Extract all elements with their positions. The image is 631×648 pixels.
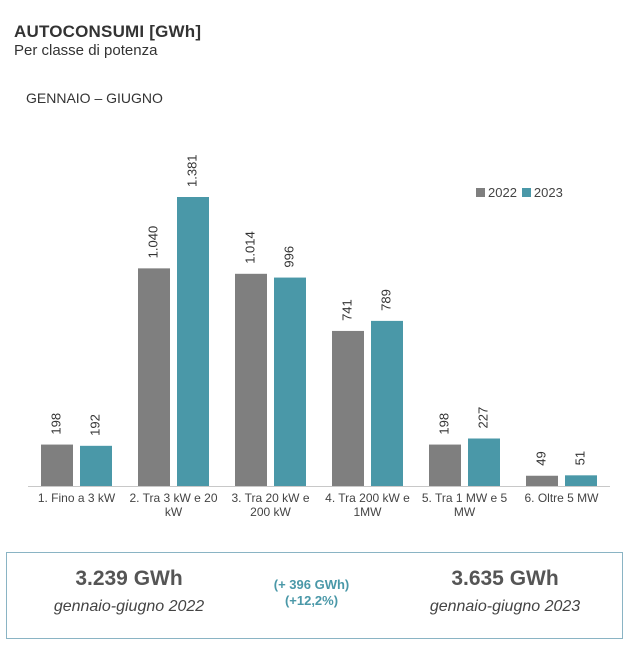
data-label-2022-2: 1.040 [145,226,160,259]
period-label: GENNAIO – GIUGNO [26,90,163,106]
bar-2023-5 [468,438,500,486]
bar-2023-1 [80,445,112,486]
category-label-2: 2. Tra 3 kW e 20 [129,491,217,505]
data-label-2022-3: 1.014 [242,231,257,264]
bar-2023-3 [274,277,306,486]
bar-2022-5 [429,444,461,486]
category-label-6: 6. Oltre 5 MW [524,491,599,505]
chart-subtitle: Per classe di potenza [14,42,158,59]
data-label-2022-5: 198 [436,413,451,435]
data-label-2023-4: 789 [378,289,393,311]
category-label-1: 1. Fino a 3 kW [38,491,116,505]
data-label-2023-6: 51 [572,451,587,465]
chart-title: AUTOCONSUMI [GWh] [14,22,202,41]
summary-delta-gwh: (+ 396 GWh) [273,577,350,592]
category-label-5: MW [454,505,476,519]
legend-item-2022: 2022 [476,185,517,200]
category-label-5: 5. Tra 1 MW e 5 [422,491,508,505]
summary-2023-label: gennaio-giugno 2023 [429,598,581,615]
category-label-4: 4. Tra 200 kW e [325,491,410,505]
summary-2022: 3.239 GWh gennaio-giugno 2022 [29,567,229,616]
bar-2022-3 [235,273,267,486]
legend-swatch-2023 [521,188,531,197]
legend-item-2023: 2023 [521,185,563,200]
data-label-2023-2: 1.381 [184,154,199,187]
category-label-2: kW [165,505,183,519]
data-label-2023-1: 192 [87,414,102,436]
bar-2023-2 [177,197,209,486]
data-label-2022-1: 198 [48,413,63,435]
summary-2022-value: 3.239 GWh [75,567,183,590]
legend-label-2023: 2023 [533,185,563,200]
summary-delta: (+ 396 GWh) (+12,2%) [239,577,384,609]
category-label-4: 1MW [354,505,383,519]
bar-2022-6 [526,475,558,486]
legend: 2022 2023 [476,185,568,200]
bar-2022-1 [41,444,73,486]
summary-2023: 3.635 GWh gennaio-giugno 2023 [405,567,605,616]
category-label-3: 200 kW [250,505,291,519]
bar-2022-2 [138,268,170,486]
legend-swatch-2022 [476,188,485,197]
data-label-2022-4: 741 [339,299,354,321]
bar-2023-4 [371,320,403,486]
data-label-2022-6: 49 [533,451,548,465]
data-label-2023-5: 227 [475,407,490,429]
bar-2022-4 [332,330,364,486]
category-label-3: 3. Tra 20 kW e [231,491,309,505]
bar-2023-6 [565,475,597,486]
summary-2022-label: gennaio-giugno 2022 [53,598,205,615]
summary-2023-value: 3.635 GWh [451,567,559,590]
summary-box: 3.239 GWh gennaio-giugno 2022 (+ 396 GWh… [6,552,623,639]
legend-label-2022: 2022 [488,185,517,200]
data-label-2023-3: 996 [281,246,296,268]
summary-delta-pct: (+12,2%) [284,593,339,608]
bar-chart: 198 192 1. Fino a 3 kW 1.040 1.381 2. Tra 3 k… [28,154,610,519]
